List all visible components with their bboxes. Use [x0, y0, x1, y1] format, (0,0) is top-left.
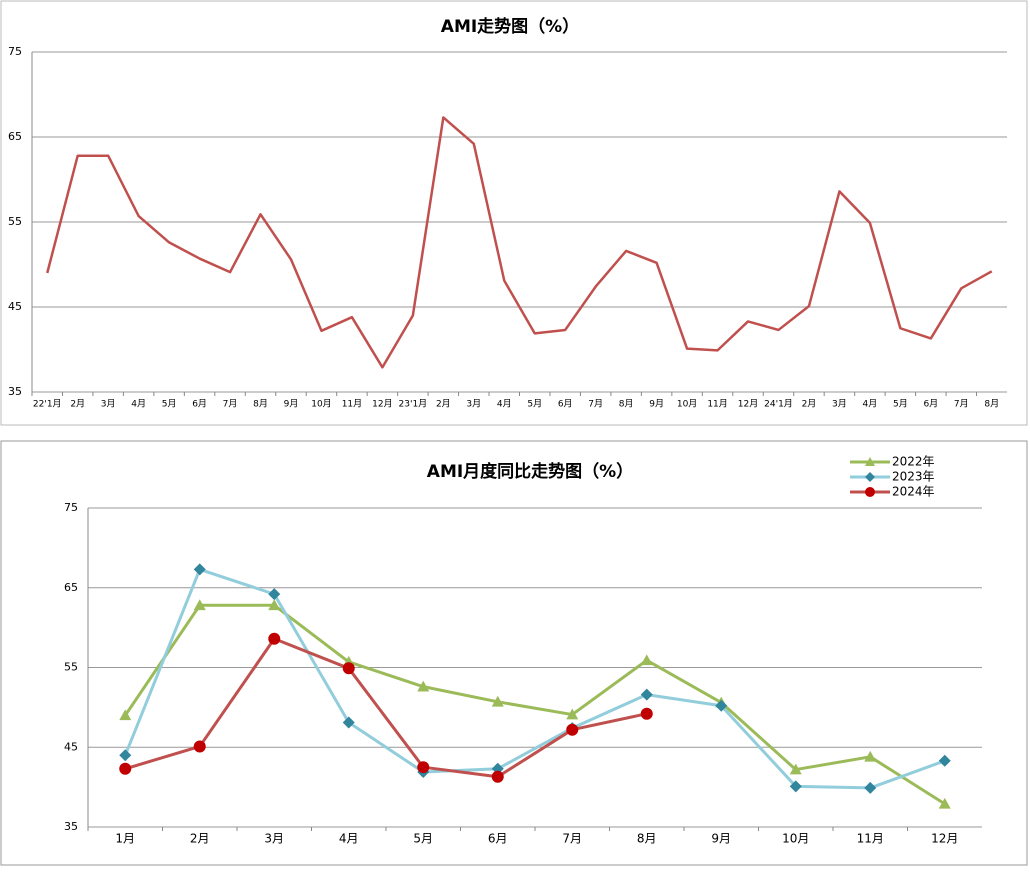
- x-tick-label: 2月: [190, 832, 210, 846]
- marker: [640, 707, 653, 720]
- x-tick-label: 9月: [711, 832, 731, 846]
- x-tick-label: 7月: [588, 399, 603, 410]
- x-tick-label: 9月: [284, 399, 299, 410]
- x-tick-label: 3月: [101, 399, 116, 410]
- chart-frame: [0, 0, 1028, 426]
- x-tick-label: 10月: [782, 832, 809, 846]
- chart-frame: [0, 440, 1028, 866]
- y-tick-label: 45: [8, 300, 22, 313]
- x-tick-label: 8月: [637, 832, 657, 846]
- marker: [566, 723, 579, 736]
- x-tick-label: 3月: [264, 832, 284, 846]
- marker: [119, 709, 132, 721]
- marker: [268, 599, 281, 611]
- marker: [865, 487, 875, 497]
- x-tick-label: 4月: [497, 399, 512, 410]
- x-tick-label: 4月: [863, 399, 878, 410]
- x-tick-label: 12月: [372, 399, 392, 410]
- x-tick-label: 7月: [223, 399, 238, 410]
- x-tick-label: 8月: [253, 399, 268, 410]
- x-tick-label: 11月: [707, 399, 727, 410]
- x-tick-label: 11月: [342, 399, 362, 410]
- x-tick-label: 2月: [436, 399, 451, 410]
- marker: [491, 695, 504, 707]
- x-tick-label: 6月: [558, 399, 573, 410]
- x-tick-label: 2月: [70, 399, 85, 410]
- marker: [789, 780, 802, 793]
- y-tick-label: 35: [64, 820, 78, 833]
- marker: [193, 740, 206, 753]
- x-tick-label: 8月: [619, 399, 634, 410]
- x-tick-label: 7月: [954, 399, 969, 410]
- marker: [864, 750, 877, 762]
- chart-title: AMI走势图（%）: [441, 16, 579, 37]
- marker: [193, 563, 206, 576]
- series-line: [123, 567, 946, 790]
- marker: [938, 797, 951, 809]
- marker: [417, 761, 430, 774]
- x-tick-label: 12月: [738, 399, 758, 410]
- x-tick-label: 6月: [488, 832, 508, 846]
- marker: [715, 699, 728, 712]
- legend-label: 2024年: [892, 485, 935, 499]
- marker: [864, 781, 877, 794]
- series-line: [124, 637, 648, 779]
- marker: [789, 763, 802, 775]
- x-tick-label: 24'1月: [764, 399, 793, 410]
- marker: [491, 770, 504, 783]
- x-tick-label: 2月: [802, 399, 817, 410]
- marker: [640, 654, 653, 666]
- x-tick-label: 9月: [649, 399, 664, 410]
- x-tick-label: 3月: [466, 399, 481, 410]
- marker: [268, 632, 281, 645]
- x-tick-label: 5月: [413, 832, 433, 846]
- x-tick-label: 5月: [527, 399, 542, 410]
- y-tick-label: 45: [64, 740, 78, 753]
- marker: [865, 457, 875, 466]
- series-line: [46, 116, 993, 369]
- x-tick-label: 4月: [339, 832, 359, 846]
- marker: [119, 762, 132, 775]
- x-tick-label: 10月: [677, 399, 697, 410]
- y-tick-label: 75: [64, 501, 78, 514]
- series-line: [124, 603, 946, 806]
- y-tick-label: 75: [8, 45, 22, 58]
- marker: [119, 749, 132, 762]
- x-tick-label: 3月: [832, 399, 847, 410]
- y-tick-label: 35: [8, 385, 22, 398]
- x-tick-label: 23'1月: [399, 399, 428, 410]
- marker: [193, 599, 206, 611]
- x-tick-label: 8月: [984, 399, 999, 410]
- y-tick-label: 65: [8, 130, 22, 143]
- y-tick-label: 65: [64, 581, 78, 594]
- x-tick-label: 6月: [192, 399, 207, 410]
- marker: [566, 708, 579, 720]
- x-tick-label: 10月: [311, 399, 331, 410]
- marker: [342, 662, 355, 675]
- legend-label: 2023年: [892, 470, 935, 484]
- x-tick-label: 1月: [115, 832, 135, 846]
- x-tick-label: 11月: [857, 832, 884, 846]
- marker: [268, 588, 281, 601]
- marker: [342, 716, 355, 729]
- x-tick-label: 7月: [562, 832, 582, 846]
- x-tick-label: 22'1月: [33, 399, 62, 410]
- marker: [938, 754, 951, 767]
- chart-title: AMI月度同比走势图（%）: [427, 461, 633, 482]
- y-tick-label: 55: [64, 661, 78, 674]
- legend-label: 2022年: [892, 455, 935, 469]
- x-tick-label: 5月: [162, 399, 177, 410]
- y-tick-label: 55: [8, 215, 22, 228]
- x-tick-label: 6月: [923, 399, 938, 410]
- marker: [640, 688, 653, 701]
- x-tick-label: 5月: [893, 399, 908, 410]
- marker: [417, 680, 430, 692]
- x-tick-label: 12月: [931, 832, 958, 846]
- x-tick-label: 4月: [131, 399, 146, 410]
- marker: [865, 472, 875, 482]
